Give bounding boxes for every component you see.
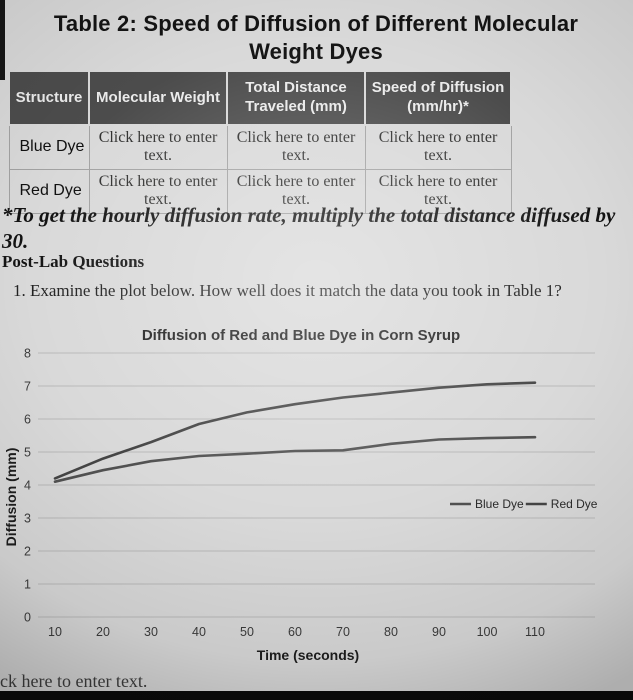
chart-title: Diffusion of Red and Blue Dye in Corn Sy… bbox=[142, 327, 460, 344]
bottom-placeholder-text[interactable]: ck here to enter text. bbox=[0, 671, 148, 691]
series-line-blue-dye bbox=[53, 435, 537, 483]
placeholder-cell[interactable]: Click here to enter text. bbox=[88, 124, 228, 170]
diffusion-line-chart: 0 1 2 3 4 5 6 7 8 10 20 30 40 50 60 70 80 90 100 110 Diffusi… bbox=[3, 327, 598, 663]
placeholder-cell[interactable]: Click here to enter text. bbox=[226, 168, 366, 214]
x-tick-label: 40 bbox=[192, 625, 206, 639]
x-tick-label: 80 bbox=[384, 625, 398, 639]
diffusion-table: Structure Molecular Weight Total Distanc… bbox=[8, 70, 512, 214]
placeholder-cell[interactable]: Click here to enter text. bbox=[226, 124, 366, 170]
table-row: Blue Dye Click here to enter text. Click… bbox=[8, 124, 512, 170]
question-1: 1. Examine the plot below. How well does… bbox=[13, 281, 562, 300]
row-label-red-dye: Red Dye bbox=[8, 168, 90, 214]
placeholder-cell[interactable]: Click here to enter text. bbox=[364, 168, 512, 214]
column-header-total-distance: Total Distance Traveled (mm) bbox=[226, 70, 366, 126]
column-header-speed-of-diffusion: Speed of Diffusion (mm/hr)* bbox=[364, 70, 512, 126]
y-tick-label: 8 bbox=[24, 347, 31, 361]
x-tick-label: 110 bbox=[525, 625, 545, 639]
x-tick-label: 20 bbox=[96, 625, 110, 639]
column-header-molecular-weight: Molecular Weight bbox=[88, 70, 228, 126]
y-tick-label: 4 bbox=[24, 479, 31, 493]
x-tick-label: 50 bbox=[240, 625, 254, 639]
placeholder-cell[interactable]: Click here to enter text. bbox=[364, 124, 512, 170]
y-tick-label: 0 bbox=[24, 611, 31, 625]
y-tick-label: 2 bbox=[24, 545, 31, 559]
placeholder-cell[interactable]: Click here to enter text. bbox=[88, 168, 228, 214]
y-tick-label: 7 bbox=[24, 380, 31, 394]
y-tick-label: 6 bbox=[24, 413, 31, 427]
legend-label-red-dye: Red Dye bbox=[551, 497, 598, 511]
x-tick-label: 70 bbox=[336, 625, 350, 639]
row-label-blue-dye: Blue Dye bbox=[8, 124, 90, 170]
bottom-black-bar bbox=[0, 691, 633, 700]
x-tick-label: 90 bbox=[432, 625, 446, 639]
series-line-red-dye bbox=[53, 381, 537, 480]
hourly-rate-footnote: *To get the hourly diffusion rate, multi… bbox=[2, 203, 616, 254]
x-tick-label: 100 bbox=[477, 625, 498, 639]
column-header-structure: Structure bbox=[8, 70, 90, 126]
x-tick-label: 30 bbox=[144, 625, 158, 639]
table-header-row: Structure Molecular Weight Total Distanc… bbox=[8, 70, 512, 126]
x-tick-label: 10 bbox=[48, 625, 62, 639]
photo-edge-strip bbox=[0, 0, 5, 80]
y-tick-label: 3 bbox=[24, 512, 31, 526]
x-tick-label: 60 bbox=[288, 625, 302, 639]
post-lab-questions-heading: Post-Lab Questions bbox=[2, 252, 145, 271]
x-axis-label: Time (seconds) bbox=[257, 647, 359, 663]
y-tick-label: 1 bbox=[24, 578, 31, 592]
y-tick-label: 5 bbox=[24, 446, 31, 460]
y-axis-label: Diffusion (mm) bbox=[3, 448, 19, 547]
page-title: Table 2: Speed of Diffusion of Different… bbox=[53, 11, 579, 64]
table-row: Red Dye Click here to enter text. Click … bbox=[8, 168, 512, 214]
legend-label-blue-dye: Blue Dye bbox=[475, 497, 524, 511]
